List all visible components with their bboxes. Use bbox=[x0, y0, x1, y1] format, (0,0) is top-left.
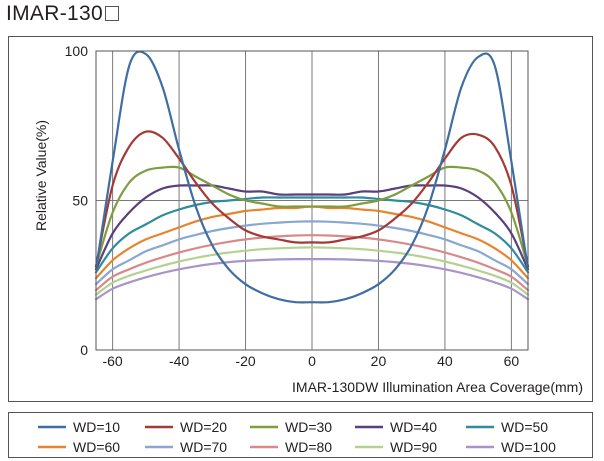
y-axis-ticks: 0 50 100 bbox=[65, 43, 89, 358]
plot-border bbox=[95, 50, 529, 351]
legend-label: WD=40 bbox=[390, 419, 437, 435]
page-title-text: IMAR-130 bbox=[6, 2, 103, 25]
series-line-wd-80 bbox=[94, 234, 530, 292]
legend-label: WD=10 bbox=[73, 419, 120, 435]
series-line-wd-90 bbox=[94, 246, 530, 296]
y-tick-label: 100 bbox=[65, 43, 89, 59]
series-line-wd-40 bbox=[94, 184, 530, 271]
x-tick-label: 20 bbox=[371, 353, 387, 369]
legend-label: WD=70 bbox=[180, 439, 227, 455]
empty-square-icon bbox=[104, 6, 119, 21]
series-lines bbox=[94, 50, 530, 304]
series-line-wd-100 bbox=[94, 257, 530, 301]
x-tick-label: 0 bbox=[308, 353, 316, 369]
series-line-wd-30 bbox=[94, 165, 530, 268]
x-tick-label: -40 bbox=[169, 353, 189, 369]
legend-label: WD=90 bbox=[390, 439, 437, 455]
x-tick-label: 60 bbox=[504, 353, 520, 369]
x-tick-label: -60 bbox=[102, 353, 122, 369]
legend: WD=10 WD=20 WD=30 WD=40 WD=50 WD=60 WD=70 WD=80… bbox=[38, 419, 556, 455]
legend-label: WD=60 bbox=[73, 439, 120, 455]
series-line-wd-10 bbox=[94, 50, 530, 304]
legend-label: WD=100 bbox=[501, 439, 556, 455]
series-line-wd-50 bbox=[94, 196, 530, 274]
legend-label: WD=30 bbox=[285, 419, 332, 435]
legend-label: WD=50 bbox=[501, 419, 548, 435]
x-axis-ticks: -60 -40 -20 0 20 40 60 bbox=[102, 353, 519, 369]
x-axis-title: IMAR-130DW Illumination Area Coverage(mm… bbox=[292, 379, 583, 395]
x-tick-label: 40 bbox=[437, 353, 453, 369]
grid bbox=[96, 50, 528, 351]
legend-label: WD=20 bbox=[180, 419, 227, 435]
y-tick-label: 50 bbox=[72, 193, 88, 209]
y-tick-label: 0 bbox=[80, 342, 88, 358]
legend-label: WD=80 bbox=[285, 439, 332, 455]
y-axis-title: Relative Value(%) bbox=[33, 120, 49, 231]
legend-box bbox=[8, 412, 593, 458]
series-line-wd-70 bbox=[94, 220, 530, 286]
x-tick-label: -20 bbox=[235, 353, 255, 369]
page-title: IMAR-130 bbox=[6, 2, 119, 26]
series-line-wd-20 bbox=[94, 130, 530, 268]
